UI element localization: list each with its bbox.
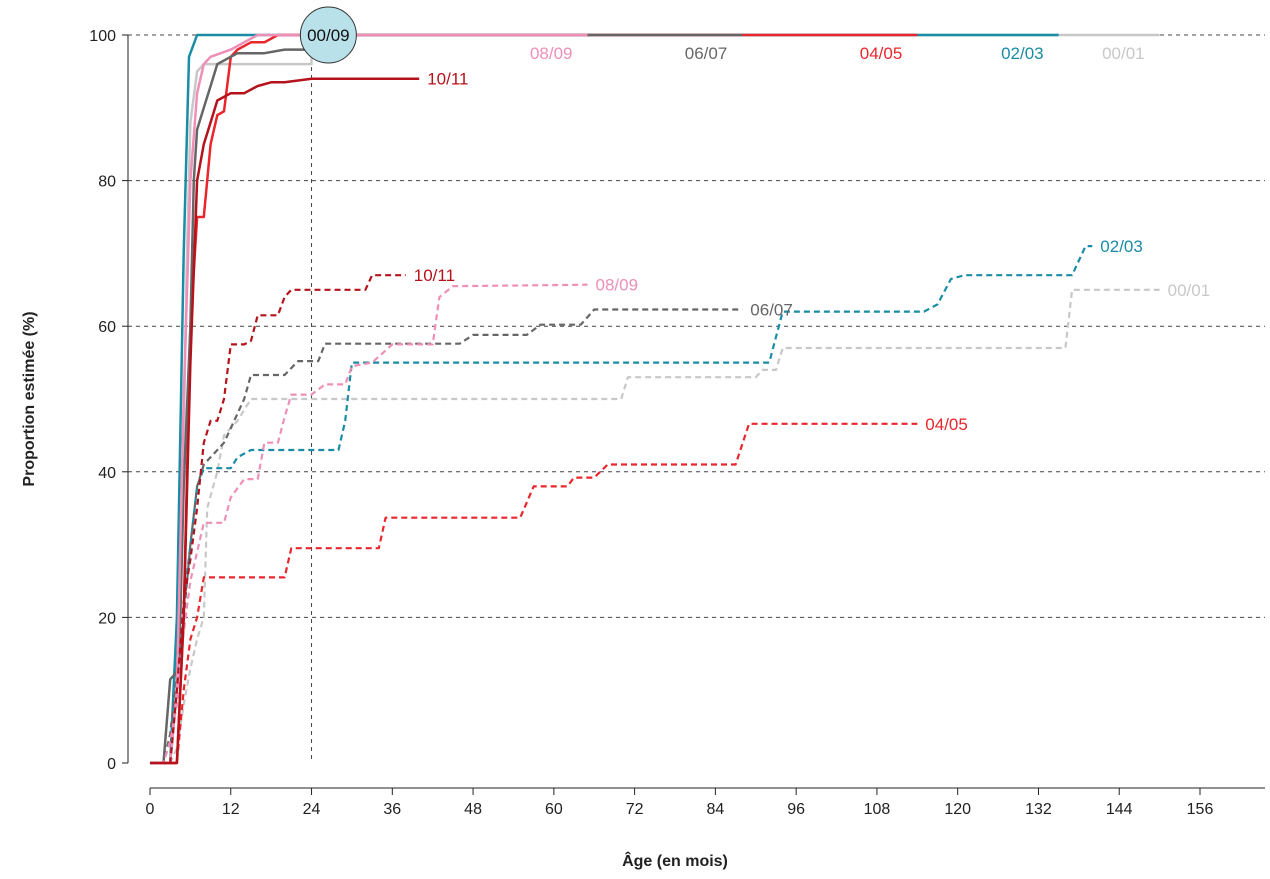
y-ticks: 0 20 40 60 80 100 (89, 28, 128, 773)
x-tick-label-144: 144 (1106, 801, 1133, 818)
series-label-06-07-solid: 06/07 (685, 44, 728, 63)
series-label-10-11-dashed: 10/11 (414, 266, 455, 285)
x-tick-label-60: 60 (545, 801, 563, 818)
y-axis-title: Proportion estimée (%) (21, 311, 38, 486)
x-tick-label-96: 96 (787, 801, 805, 818)
series-layer (150, 33, 1160, 765)
series-06-07-dashed (150, 308, 743, 765)
x-axis-title: Âge (en mois) (622, 851, 728, 870)
series-04-05-dashed (150, 422, 918, 765)
series-labels: 00/01 00/01 02/03 02/03 04/05 04/05 06/07 06/07… (414, 44, 1210, 434)
highlight-bubble: 00/09 (299, 6, 357, 64)
gridlines (128, 34, 1265, 618)
x-tick-label-12: 12 (222, 801, 240, 818)
series-label-02-03-solid: 02/03 (1001, 44, 1044, 63)
highlight-bubble-circle (299, 6, 357, 64)
x-tick-label-156: 156 (1187, 801, 1214, 818)
axes (127, 35, 1265, 789)
y-tick-label-20: 20 (98, 610, 116, 627)
series-label-10-11-solid: 10/11 (427, 70, 468, 89)
series-label-00-01-dashed: 00/01 (1168, 281, 1211, 300)
series-08-09-dashed (150, 283, 588, 765)
series-label-00-01-solid: 00/01 (1102, 44, 1145, 63)
series-02-03-dashed (150, 245, 1093, 765)
series-label-06-07-dashed: 06/07 (750, 300, 793, 319)
x-tick-label-72: 72 (626, 801, 644, 818)
series-label-04-05-solid: 04/05 (860, 44, 903, 63)
series-label-02-03-dashed: 02/03 (1100, 237, 1143, 256)
x-tick-label-132: 132 (1025, 801, 1052, 818)
highlight-bubble-label: 00/09 (307, 26, 350, 45)
x-tick-label-48: 48 (464, 801, 482, 818)
x-tick-label-0: 0 (146, 801, 155, 818)
x-ticks: 0 12 24 36 48 60 72 84 96 108 120 132 144 156 (146, 788, 1214, 818)
x-tick-label-36: 36 (383, 801, 401, 818)
series-label-08-09-dashed: 08/09 (596, 276, 639, 295)
series-10-11-solid (150, 77, 420, 765)
y-tick-label-40: 40 (98, 465, 116, 482)
x-tick-label-84: 84 (706, 801, 724, 818)
x-tick-label-108: 108 (864, 801, 891, 818)
series-10-11-dashed (150, 274, 406, 765)
y-tick-label-0: 0 (107, 756, 116, 773)
series-00-01-dashed (150, 288, 1160, 765)
series-label-08-09-solid: 08/09 (530, 44, 573, 63)
y-tick-label-100: 100 (89, 28, 116, 45)
series-label-04-05-dashed: 04/05 (925, 415, 968, 434)
y-tick-label-80: 80 (98, 174, 116, 191)
y-tick-label-60: 60 (98, 319, 116, 336)
x-tick-label-120: 120 (944, 801, 971, 818)
x-tick-label-24: 24 (303, 801, 321, 818)
